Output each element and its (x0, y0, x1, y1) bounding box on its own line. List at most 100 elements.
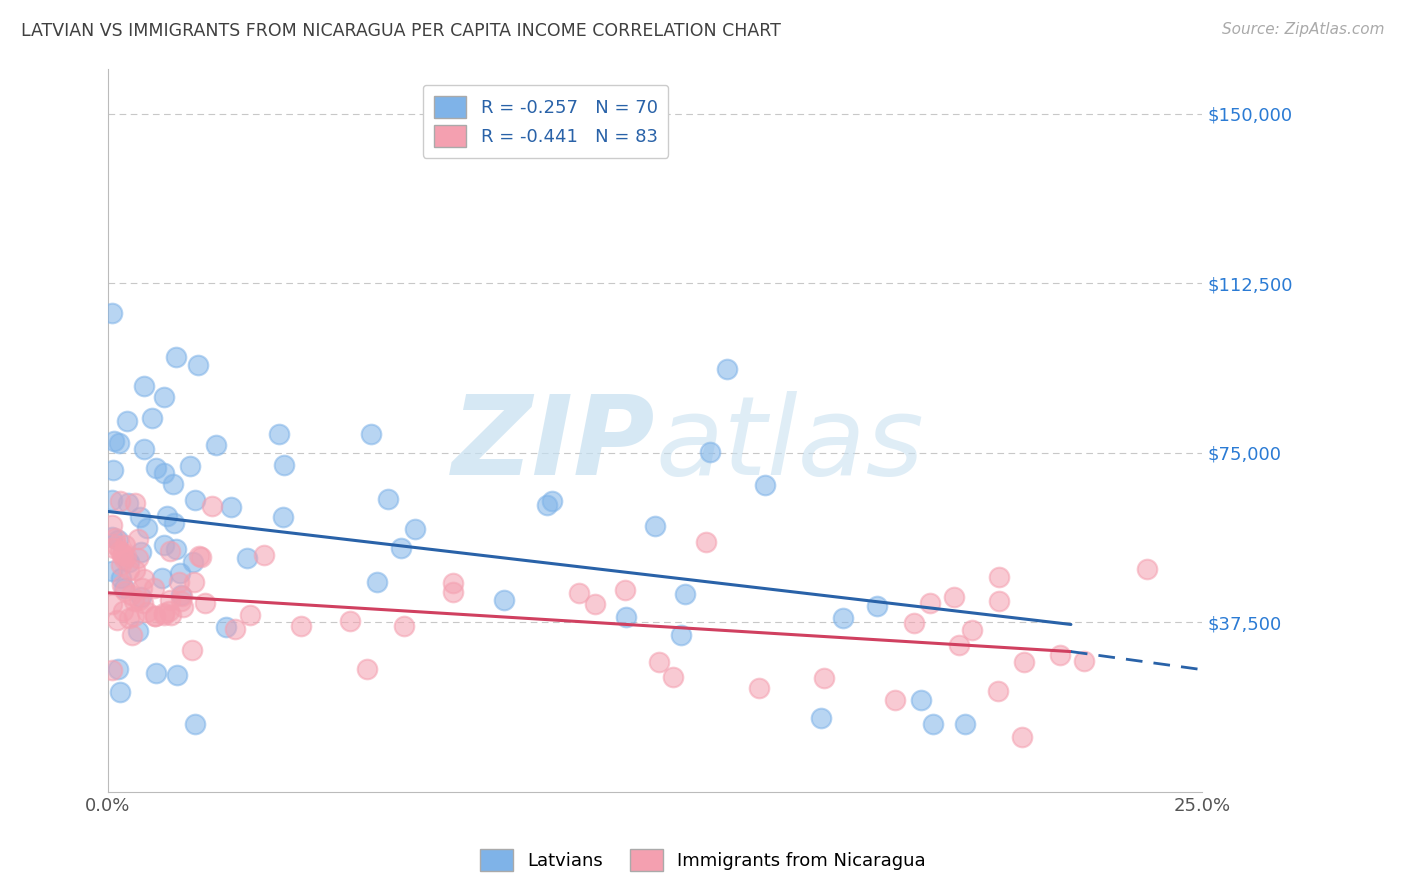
Point (110, 571, 132, 585)
Point (813, 672, 835, 686)
Point (884, 693, 907, 707)
Point (101, 663, 124, 677)
Point (159, 544, 181, 558)
Point (124, 563, 146, 577)
Point (104, 538, 127, 552)
Point (187, 358, 209, 372)
Point (103, 463, 125, 477)
Point (1011, 731, 1033, 745)
Point (699, 444, 721, 458)
Point (127, 624, 149, 639)
Point (129, 545, 152, 559)
Point (112, 581, 135, 595)
Point (115, 549, 138, 563)
Point (273, 510, 295, 524)
Point (118, 555, 141, 569)
Point (205, 438, 228, 452)
Point (356, 662, 378, 676)
Point (152, 607, 174, 622)
Point (170, 593, 193, 607)
Point (127, 550, 149, 565)
Point (129, 591, 152, 605)
Point (181, 555, 204, 569)
Point (1073, 654, 1095, 668)
Point (103, 541, 125, 556)
Point (124, 496, 146, 510)
Point (163, 516, 186, 530)
Point (101, 564, 124, 578)
Point (159, 593, 181, 607)
Point (987, 569, 1010, 583)
Point (169, 566, 191, 580)
Point (810, 711, 832, 725)
Point (179, 458, 201, 473)
Point (159, 607, 181, 622)
Point (172, 599, 194, 614)
Point (143, 608, 166, 623)
Point (339, 615, 361, 629)
Point (169, 588, 191, 602)
Point (152, 607, 174, 621)
Point (104, 531, 127, 545)
Point (128, 593, 150, 607)
Point (583, 597, 606, 611)
Point (127, 533, 149, 547)
Legend: Latvians, Immigrants from Nicaragua: Latvians, Immigrants from Nicaragua (472, 842, 934, 879)
Point (377, 492, 399, 507)
Point (170, 589, 193, 603)
Point (141, 411, 163, 425)
Point (181, 643, 204, 657)
Point (716, 362, 738, 376)
Point (115, 414, 138, 428)
Point (987, 684, 1010, 698)
Point (673, 587, 696, 601)
Point (541, 494, 564, 508)
Point (536, 499, 558, 513)
Point (748, 681, 770, 695)
Point (987, 594, 1010, 608)
Point (103, 434, 125, 448)
Point (948, 638, 970, 652)
Point (145, 665, 167, 680)
Point (132, 596, 155, 610)
Point (135, 605, 157, 619)
Text: Source: ZipAtlas.com: Source: ZipAtlas.com (1222, 22, 1385, 37)
Point (117, 496, 139, 510)
Point (1049, 648, 1071, 662)
Point (920, 597, 942, 611)
Point (404, 522, 426, 536)
Point (224, 622, 246, 636)
Point (662, 670, 685, 684)
Point (167, 574, 190, 589)
Point (111, 546, 134, 560)
Point (267, 427, 290, 442)
Point (188, 549, 211, 564)
Point (614, 609, 637, 624)
Point (648, 655, 671, 669)
Point (960, 624, 983, 638)
Point (492, 593, 515, 607)
Point (108, 685, 131, 699)
Point (1136, 562, 1159, 576)
Point (110, 543, 132, 558)
Point (273, 458, 295, 472)
Point (1014, 655, 1036, 669)
Point (184, 492, 207, 507)
Text: LATVIAN VS IMMIGRANTS FROM NICARAGUA PER CAPITA INCOME CORRELATION CHART: LATVIAN VS IMMIGRANTS FROM NICARAGUA PER… (21, 22, 780, 40)
Point (107, 662, 129, 676)
Point (201, 499, 224, 513)
Point (942, 590, 965, 604)
Point (366, 575, 388, 590)
Point (101, 518, 124, 533)
Point (107, 533, 129, 547)
Point (132, 378, 155, 392)
Point (754, 478, 776, 492)
Point (194, 596, 217, 610)
Point (111, 578, 134, 592)
Point (866, 599, 889, 614)
Point (253, 548, 276, 562)
Point (190, 550, 212, 565)
Point (165, 542, 187, 557)
Point (111, 603, 134, 617)
Point (101, 530, 124, 544)
